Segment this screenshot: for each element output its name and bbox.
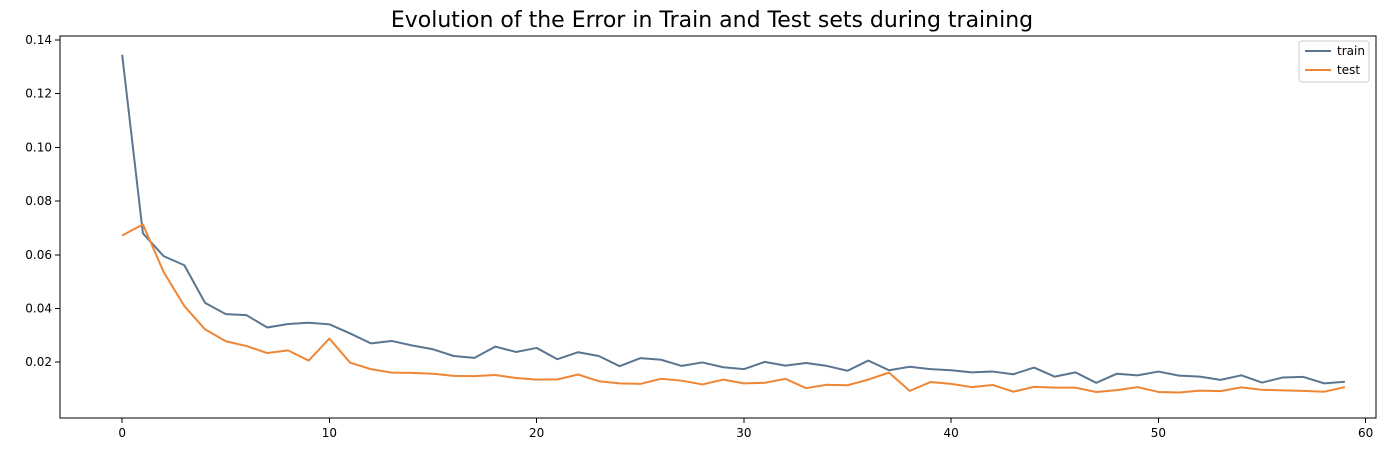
axes-frame bbox=[59, 35, 1377, 419]
x-tick-label: 40 bbox=[944, 426, 959, 440]
x-tick-label: 0 bbox=[118, 426, 126, 440]
chart-title: Evolution of the Error in Train and Test… bbox=[391, 8, 1033, 33]
y-tick-label: 0.02 bbox=[25, 355, 52, 369]
y-tick-label: 0.12 bbox=[25, 87, 52, 101]
x-axis: 0 10 20 30 40 50 60 bbox=[118, 418, 1373, 440]
y-tick-label: 0.14 bbox=[25, 33, 52, 47]
x-tick-label: 60 bbox=[1358, 426, 1373, 440]
y-tick-label: 0.04 bbox=[25, 301, 52, 315]
y-tick-label: 0.06 bbox=[25, 248, 52, 262]
legend-label-test: test bbox=[1337, 63, 1360, 77]
y-axis: 0.02 0.04 0.06 0.08 0.10 0.12 0.14 bbox=[25, 33, 60, 369]
x-tick-label: 10 bbox=[322, 426, 337, 440]
series-line-test bbox=[121, 223, 1346, 394]
y-tick-label: 0.08 bbox=[25, 194, 52, 208]
x-tick-label: 50 bbox=[1151, 426, 1166, 440]
legend-label-train: train bbox=[1337, 44, 1365, 58]
legend: train test bbox=[1298, 40, 1370, 83]
plot-lines bbox=[121, 54, 1346, 394]
series-line-train bbox=[121, 54, 1345, 385]
x-tick-label: 20 bbox=[529, 426, 544, 440]
x-tick-label: 30 bbox=[736, 426, 751, 440]
y-tick-label: 0.10 bbox=[25, 140, 52, 154]
